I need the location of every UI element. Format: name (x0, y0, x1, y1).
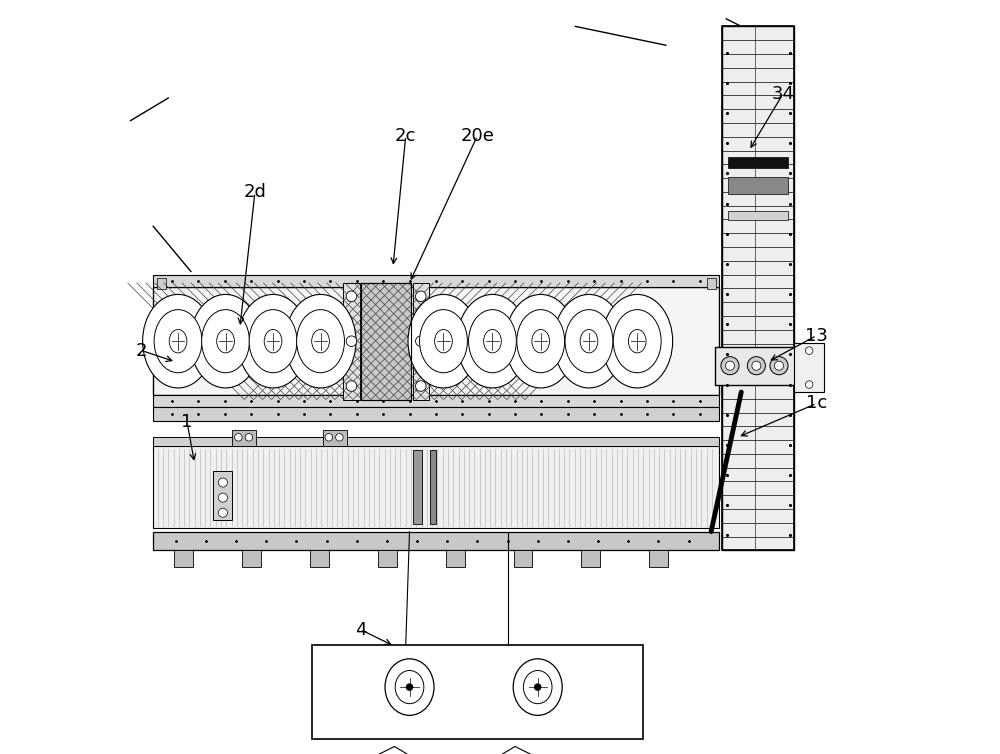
Bar (242, 550, 261, 567)
Bar (722, 26, 794, 550)
Ellipse shape (249, 310, 297, 372)
Bar (232, 430, 256, 446)
Bar (581, 550, 600, 567)
Circle shape (534, 683, 541, 691)
Bar (722, 26, 794, 550)
Bar (707, 278, 716, 289)
Circle shape (346, 336, 357, 347)
Circle shape (805, 347, 813, 354)
Bar (343, 283, 360, 400)
Bar (153, 395, 719, 407)
Circle shape (346, 291, 357, 302)
Bar (715, 347, 802, 385)
Bar (514, 550, 532, 567)
Circle shape (218, 493, 227, 502)
Circle shape (416, 381, 426, 391)
Ellipse shape (154, 310, 202, 372)
Bar (728, 177, 788, 194)
Bar (728, 211, 788, 220)
Ellipse shape (385, 659, 434, 716)
Text: 2: 2 (136, 342, 148, 360)
Ellipse shape (297, 310, 344, 372)
Bar (446, 550, 465, 567)
Ellipse shape (602, 295, 673, 388)
Circle shape (747, 357, 765, 375)
Circle shape (218, 508, 227, 517)
Ellipse shape (238, 295, 308, 388)
Bar (153, 287, 719, 395)
Bar (312, 645, 643, 739)
Bar (728, 158, 788, 168)
Bar (174, 550, 193, 567)
Bar (794, 343, 824, 392)
Bar (153, 275, 719, 287)
Ellipse shape (264, 329, 282, 353)
Bar (430, 450, 436, 524)
Bar (213, 471, 232, 520)
Bar (413, 283, 429, 400)
Ellipse shape (565, 310, 613, 372)
Ellipse shape (469, 310, 516, 372)
Circle shape (245, 434, 253, 441)
Circle shape (235, 434, 242, 441)
Ellipse shape (580, 329, 598, 353)
Ellipse shape (285, 295, 356, 388)
Text: 4: 4 (355, 621, 366, 639)
Text: 20e: 20e (460, 127, 494, 145)
Bar (153, 532, 719, 550)
Ellipse shape (169, 329, 187, 353)
Bar (413, 450, 422, 524)
Ellipse shape (628, 329, 646, 353)
Bar (361, 283, 411, 400)
Ellipse shape (513, 659, 562, 716)
Polygon shape (477, 746, 553, 754)
Ellipse shape (312, 329, 329, 353)
Ellipse shape (435, 329, 452, 353)
Ellipse shape (202, 310, 249, 372)
Text: 13: 13 (805, 326, 828, 345)
Ellipse shape (523, 670, 552, 703)
Ellipse shape (517, 310, 565, 372)
Ellipse shape (484, 329, 501, 353)
Circle shape (218, 478, 227, 487)
Bar (153, 446, 719, 528)
Ellipse shape (420, 310, 467, 372)
Bar (310, 550, 329, 567)
Ellipse shape (217, 329, 234, 353)
Ellipse shape (395, 670, 424, 703)
Bar (378, 550, 397, 567)
Bar (153, 407, 719, 421)
Text: 1: 1 (181, 413, 193, 431)
Circle shape (416, 291, 426, 302)
Circle shape (752, 361, 761, 370)
Bar (361, 283, 411, 400)
Bar (153, 437, 719, 446)
Circle shape (406, 683, 413, 691)
Ellipse shape (505, 295, 576, 388)
Text: 1c: 1c (806, 394, 827, 412)
Text: 2c: 2c (395, 127, 416, 145)
Circle shape (805, 381, 813, 388)
Circle shape (336, 434, 343, 441)
Text: 34: 34 (771, 85, 794, 103)
Ellipse shape (408, 295, 479, 388)
Circle shape (416, 336, 426, 347)
Ellipse shape (613, 310, 661, 372)
Circle shape (721, 357, 739, 375)
Ellipse shape (532, 329, 550, 353)
Ellipse shape (143, 295, 213, 388)
Text: 2d: 2d (244, 183, 266, 201)
Ellipse shape (190, 295, 261, 388)
Circle shape (774, 361, 784, 370)
Circle shape (346, 381, 357, 391)
Bar (323, 430, 347, 446)
Ellipse shape (554, 295, 624, 388)
Ellipse shape (457, 295, 528, 388)
Bar (649, 550, 668, 567)
Bar (157, 278, 166, 289)
Polygon shape (357, 746, 432, 754)
Circle shape (325, 434, 333, 441)
Circle shape (725, 361, 734, 370)
Circle shape (770, 357, 788, 375)
